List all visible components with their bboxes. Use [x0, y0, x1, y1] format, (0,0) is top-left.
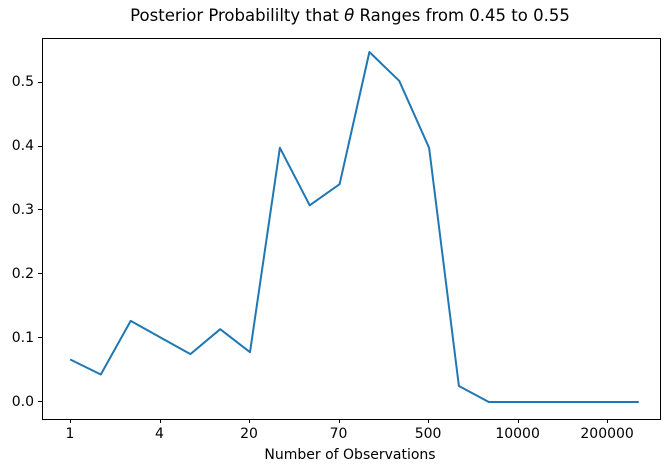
y-tick-label: 0.2	[11, 265, 34, 282]
x-tick-label: 500	[414, 426, 442, 442]
x-tick-mark	[249, 419, 251, 423]
x-tick-mark	[338, 419, 340, 423]
y-tick-mark	[38, 273, 42, 275]
x-axis-label: Number of Observations	[264, 447, 436, 463]
x-tick-mark	[428, 419, 430, 423]
y-tick-label: 0.3	[11, 201, 34, 218]
line-plot	[70, 51, 639, 403]
posterior-probability-line	[70, 51, 639, 403]
x-tick-label: 4	[155, 426, 164, 442]
y-tick-label: 0.5	[11, 74, 34, 91]
x-tick-label: 200000	[580, 426, 634, 442]
plot-area	[42, 38, 661, 420]
x-tick-mark	[70, 419, 71, 423]
x-tick-label: 1	[65, 426, 75, 442]
chart-title: Posterior Probabililty that θ Ranges fro…	[130, 6, 570, 25]
chart-title-prefix: Posterior Probabililty that	[130, 6, 345, 25]
x-tick-mark	[517, 419, 519, 423]
x-tick-label: 20	[240, 426, 258, 442]
y-tick-mark	[38, 145, 42, 147]
y-tick-mark	[38, 81, 42, 83]
x-tick-label: 70	[329, 426, 348, 442]
y-tick-label: 0.0	[11, 393, 34, 410]
y-tick-label: 0.4	[11, 138, 34, 155]
chart-title-suffix: Ranges from 0.45 to 0.55	[354, 6, 570, 25]
y-tick-mark	[38, 401, 42, 402]
chart-title-theta: θ	[344, 6, 355, 25]
y-tick-mark	[38, 337, 42, 339]
x-tick-mark	[607, 419, 609, 423]
x-tick-label: 10000	[495, 426, 540, 442]
y-tick-label: 0.1	[11, 329, 34, 346]
x-tick-mark	[159, 419, 161, 423]
y-tick-mark	[38, 209, 42, 211]
